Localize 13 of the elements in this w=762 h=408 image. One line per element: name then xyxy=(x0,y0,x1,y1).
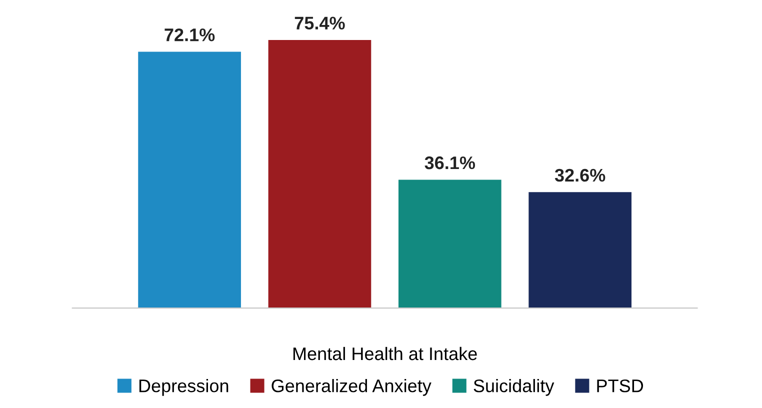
data-label: 32.6% xyxy=(554,168,606,182)
bar xyxy=(528,192,632,308)
x-axis-title: Mental Health at Intake xyxy=(293,346,477,360)
data-label: 75.4% xyxy=(294,16,345,30)
legend-label: Depression xyxy=(139,379,228,396)
bar xyxy=(398,180,502,308)
legend-label: Suicidality xyxy=(474,379,554,396)
data-label: 36.1% xyxy=(424,156,476,170)
legend-label: PTSD xyxy=(597,379,644,392)
bar xyxy=(268,40,372,308)
bar xyxy=(138,52,241,308)
data-label: 72.1% xyxy=(164,28,215,42)
legend-label: Generalized Anxiety xyxy=(272,379,432,396)
